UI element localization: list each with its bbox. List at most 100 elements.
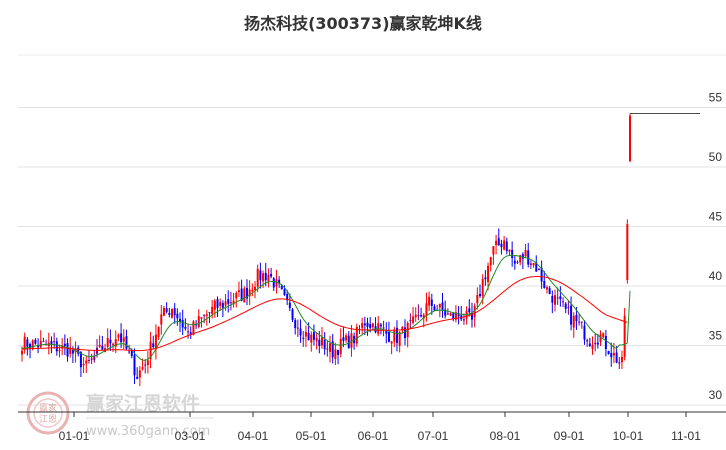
candle bbox=[554, 289, 557, 312]
candle-body bbox=[575, 314, 578, 322]
candle bbox=[382, 320, 385, 337]
candle bbox=[77, 345, 80, 357]
candle bbox=[612, 342, 615, 364]
candle-body bbox=[623, 315, 626, 357]
candle bbox=[63, 334, 66, 356]
candle bbox=[243, 286, 246, 303]
candle bbox=[395, 320, 398, 352]
candle bbox=[267, 268, 270, 288]
candle bbox=[588, 337, 591, 348]
candle-body bbox=[543, 281, 546, 289]
candle-body bbox=[462, 319, 465, 321]
candle-body bbox=[283, 289, 286, 295]
watermark-url: www.360gann.com bbox=[86, 424, 210, 439]
candle-body bbox=[160, 314, 163, 325]
candle-body bbox=[591, 344, 594, 349]
candle bbox=[122, 329, 125, 350]
candle-body bbox=[620, 356, 623, 363]
candle-body bbox=[270, 273, 273, 277]
candle-body bbox=[580, 321, 583, 323]
candle-body bbox=[320, 337, 323, 346]
candle bbox=[503, 236, 506, 251]
candle-body bbox=[503, 240, 506, 250]
candle-body bbox=[612, 352, 615, 356]
candle bbox=[479, 284, 482, 298]
candle-body bbox=[146, 360, 149, 366]
candle bbox=[543, 270, 546, 289]
candle-body bbox=[85, 360, 88, 364]
candle-body bbox=[524, 249, 527, 257]
candle-body bbox=[173, 308, 176, 316]
candle-body bbox=[227, 299, 230, 304]
x-tick-label: 09-01 bbox=[554, 429, 585, 443]
candle-body bbox=[599, 334, 602, 343]
watermark-logo-ring bbox=[33, 398, 63, 428]
candle bbox=[53, 332, 56, 349]
x-tick-label: 06-01 bbox=[358, 429, 389, 443]
candle-body bbox=[369, 324, 372, 328]
candle bbox=[106, 328, 109, 349]
candle-body bbox=[489, 257, 492, 266]
candle-body bbox=[449, 313, 452, 316]
candle-body bbox=[417, 314, 420, 316]
candle-body bbox=[387, 332, 390, 342]
candle bbox=[87, 350, 90, 364]
candle bbox=[623, 307, 626, 361]
candle bbox=[334, 342, 337, 366]
candle-body bbox=[578, 321, 581, 323]
y-tick-label: 55 bbox=[709, 91, 723, 105]
candle-body bbox=[152, 343, 155, 348]
candle-body bbox=[339, 338, 342, 355]
candle bbox=[511, 241, 514, 267]
candle-body bbox=[272, 278, 275, 288]
candle bbox=[42, 337, 45, 343]
x-tick-label: 10-01 bbox=[613, 429, 644, 443]
candle-body bbox=[237, 290, 240, 293]
candle-body bbox=[588, 343, 591, 347]
candle bbox=[219, 298, 222, 311]
candle-body bbox=[452, 313, 455, 319]
candle-body bbox=[495, 240, 498, 246]
watermark-logo-icon bbox=[26, 391, 70, 435]
candle bbox=[347, 331, 350, 349]
candle bbox=[353, 332, 356, 350]
candle bbox=[144, 359, 147, 374]
candle-body bbox=[162, 307, 165, 316]
candle bbox=[377, 316, 380, 337]
candle-body bbox=[87, 359, 90, 361]
candle-body bbox=[90, 358, 93, 360]
axes: 30 35 40 45 50 55 01-01 03-01 04-01 05-01 06-01 07-… bbox=[18, 91, 726, 443]
candle bbox=[240, 279, 243, 302]
candle bbox=[457, 306, 460, 325]
candle bbox=[363, 316, 366, 335]
candle bbox=[607, 350, 610, 355]
candle bbox=[101, 336, 104, 350]
candle-body bbox=[79, 352, 82, 368]
candle-body bbox=[615, 352, 618, 363]
candle-body bbox=[117, 334, 120, 338]
candle bbox=[414, 307, 417, 322]
candle bbox=[594, 333, 597, 352]
candle bbox=[179, 312, 182, 333]
candle-body bbox=[197, 316, 200, 328]
moving-averages bbox=[21, 254, 631, 361]
candle bbox=[387, 321, 390, 343]
candle-body bbox=[307, 333, 310, 341]
candle-body bbox=[53, 341, 56, 343]
candle bbox=[564, 302, 567, 314]
candle-body bbox=[200, 317, 203, 319]
candle bbox=[85, 355, 88, 374]
candle bbox=[604, 329, 607, 357]
candle bbox=[74, 341, 77, 363]
candle-body bbox=[224, 301, 227, 306]
candle-body bbox=[141, 367, 144, 370]
candle bbox=[551, 290, 554, 314]
candle-body bbox=[371, 323, 374, 328]
candle-body bbox=[559, 296, 562, 300]
candle bbox=[58, 344, 61, 358]
candle-body bbox=[604, 336, 607, 350]
candle-body bbox=[221, 303, 224, 308]
candle-body bbox=[109, 339, 112, 344]
candle-body bbox=[505, 241, 508, 252]
candle-body bbox=[318, 339, 321, 346]
